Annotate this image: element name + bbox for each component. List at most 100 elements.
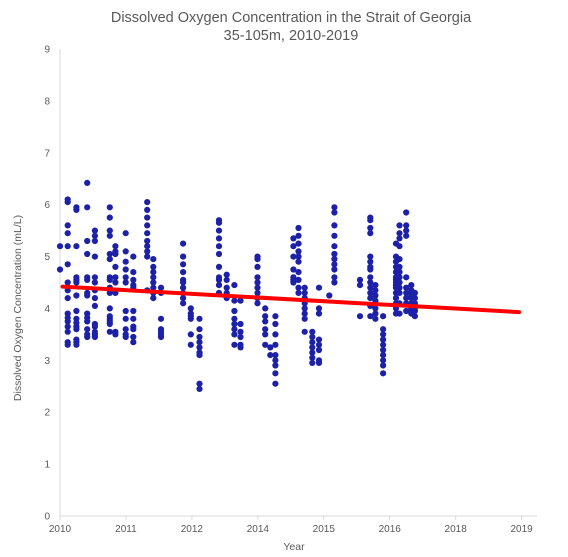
data-point	[144, 248, 151, 255]
data-point	[231, 326, 238, 333]
data-point	[403, 295, 410, 302]
data-point	[315, 310, 323, 317]
data-point	[144, 243, 151, 250]
data-point	[150, 284, 157, 291]
data-point	[91, 333, 98, 341]
data-point	[196, 352, 203, 359]
data-point	[262, 341, 269, 348]
data-point	[73, 307, 80, 315]
data-point	[215, 282, 223, 289]
data-point	[372, 282, 379, 289]
x-tick-label: 2014	[247, 524, 270, 535]
data-point	[187, 305, 194, 312]
data-point	[367, 313, 374, 320]
axes	[59, 49, 537, 517]
data-point	[157, 333, 165, 341]
data-point	[215, 219, 223, 226]
y-tick-labels: 0 1 2 3 4 5 6 7 8 9	[44, 45, 50, 523]
data-point	[367, 253, 374, 260]
data-point	[272, 313, 279, 320]
data-point	[372, 287, 379, 294]
data-point	[84, 204, 91, 211]
data-point	[290, 279, 297, 286]
data-point	[356, 282, 364, 289]
data-point	[380, 352, 387, 359]
data-point	[267, 344, 274, 351]
data-point	[112, 263, 119, 270]
data-point	[122, 326, 129, 333]
data-point	[295, 232, 302, 239]
data-point	[106, 214, 113, 221]
data-point	[106, 227, 113, 234]
data-point	[91, 295, 98, 302]
x-tick-label: 2010	[49, 524, 72, 535]
data-point	[290, 243, 297, 250]
data-point	[180, 295, 187, 302]
data-point	[396, 230, 403, 237]
data-point	[223, 284, 230, 291]
data-point	[367, 279, 374, 286]
data-point	[331, 209, 338, 216]
data-point	[262, 313, 269, 320]
data-point	[309, 344, 316, 351]
data-point	[84, 276, 91, 283]
x-tick-labels: 2010 2011 2012 2014 2015 2016 2018 2019	[49, 516, 533, 535]
data-point	[262, 318, 269, 325]
data-point	[367, 217, 374, 224]
data-point	[396, 235, 403, 242]
data-point	[106, 328, 113, 335]
data-point	[187, 331, 194, 338]
data-point	[150, 263, 157, 270]
data-point	[396, 310, 403, 317]
data-point	[237, 344, 244, 351]
data-point	[122, 279, 129, 286]
y-axis-title: Dissolved Oxygen Concentration (mL/L)	[12, 215, 24, 401]
data-point	[196, 380, 203, 387]
data-point	[130, 269, 137, 276]
data-point	[180, 284, 187, 291]
data-point	[144, 199, 151, 206]
data-point	[356, 313, 364, 320]
data-point	[262, 305, 269, 312]
y-tick-label: 4	[44, 304, 50, 315]
x-tick-label: 2019	[510, 524, 533, 535]
data-point	[295, 253, 302, 260]
data-point	[84, 333, 91, 341]
data-point	[106, 250, 113, 258]
data-point	[295, 289, 302, 296]
data-point	[315, 346, 323, 354]
data-point	[396, 279, 403, 286]
y-tick-label: 9	[44, 45, 50, 56]
data-point	[231, 315, 238, 322]
data-point	[392, 295, 400, 302]
data-point	[84, 250, 91, 258]
data-point	[331, 232, 338, 239]
data-point	[331, 279, 338, 286]
data-point	[380, 346, 387, 354]
data-point	[272, 341, 279, 348]
data-point	[144, 253, 151, 260]
data-point	[231, 331, 238, 338]
data-point	[367, 230, 374, 237]
data-point	[290, 253, 297, 260]
data-point	[272, 320, 279, 328]
data-point	[403, 289, 410, 296]
data-point	[150, 256, 157, 263]
data-point	[64, 261, 71, 268]
data-point	[144, 222, 151, 229]
data-point	[106, 320, 113, 328]
data-point	[254, 300, 261, 307]
data-point	[112, 331, 119, 338]
x-tick-label: 2011	[115, 524, 137, 535]
data-point	[301, 310, 308, 317]
y-tick-label: 2	[44, 408, 50, 419]
data-point	[331, 204, 338, 211]
data-point	[309, 354, 316, 361]
data-point	[315, 305, 323, 312]
data-point	[372, 305, 379, 312]
data-point	[372, 292, 379, 299]
data-point	[403, 307, 410, 315]
x-tick-label: 2016	[379, 524, 402, 535]
data-point	[331, 266, 338, 273]
data-point	[367, 295, 374, 302]
